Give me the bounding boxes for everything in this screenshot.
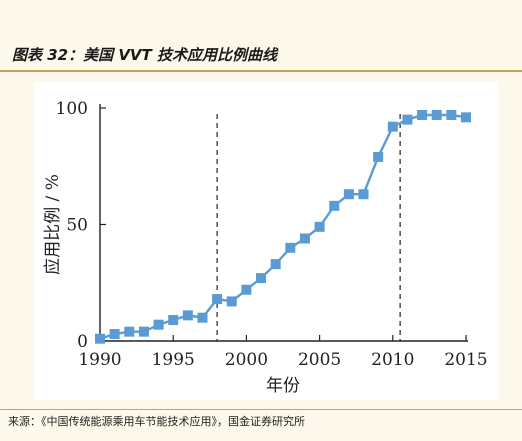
figure-title: 图表 32：美国 VVT 技术应用比例曲线	[12, 46, 277, 64]
x-tick-label: 2015	[444, 350, 487, 370]
data-point	[387, 121, 398, 132]
reference-lines	[216, 114, 401, 341]
data-point	[124, 326, 135, 337]
y-tick-label: 0	[77, 332, 88, 352]
data-point	[182, 310, 193, 321]
data-point	[343, 189, 354, 200]
data-point	[358, 189, 369, 200]
data-point	[446, 109, 457, 120]
y-tick-label: 100	[56, 99, 88, 119]
data-point	[241, 284, 252, 295]
title-rule	[0, 70, 522, 72]
footer-rule	[0, 409, 522, 410]
x-tick-label: 2010	[371, 350, 414, 370]
data-point	[314, 221, 325, 232]
chart-axes	[99, 104, 468, 342]
x-tick-label: 2005	[298, 350, 341, 370]
figure-title-bar: 图表 32：美国 VVT 技术应用比例曲线	[0, 40, 522, 70]
data-point	[212, 294, 223, 305]
y-axis-title: 应用比例 / %	[43, 174, 63, 275]
data-point	[299, 233, 310, 244]
data-point	[329, 200, 340, 211]
axis-labels: 0 50 100 1990 1995 2000 2005 2010 2015 年份 应用比例 / %	[43, 99, 488, 396]
data-point	[285, 242, 296, 253]
data-point	[226, 296, 237, 307]
chart-area: 0 50 100 1990 1995 2000 2005 2010 2015 年份 应用比例 / %	[34, 82, 498, 400]
data-point	[402, 114, 413, 125]
x-tick-label: 1995	[152, 350, 195, 370]
line-chart: 0 50 100 1990 1995 2000 2005 2010 2015 年份 应用比例 / %	[43, 99, 488, 396]
data-point	[431, 109, 442, 120]
data-point	[153, 319, 164, 330]
data-point	[168, 315, 179, 326]
series-line	[99, 113, 467, 340]
data-point	[138, 326, 149, 337]
data-point	[270, 259, 281, 270]
source-note: 来源：《中国传统能源乘用车节能技术应用》，国金证券研究所	[8, 415, 305, 428]
data-point	[256, 273, 267, 284]
x-axis-title: 年份	[266, 376, 300, 396]
x-tick-label: 1990	[78, 350, 121, 370]
y-tick-label: 50	[66, 216, 88, 236]
data-point	[417, 109, 428, 120]
data-point	[109, 329, 120, 340]
x-tick-label: 2000	[225, 350, 268, 370]
data-point	[461, 112, 471, 123]
series-layer	[95, 109, 471, 344]
data-point	[373, 151, 384, 162]
data-point	[197, 312, 208, 323]
data-point	[95, 333, 105, 344]
